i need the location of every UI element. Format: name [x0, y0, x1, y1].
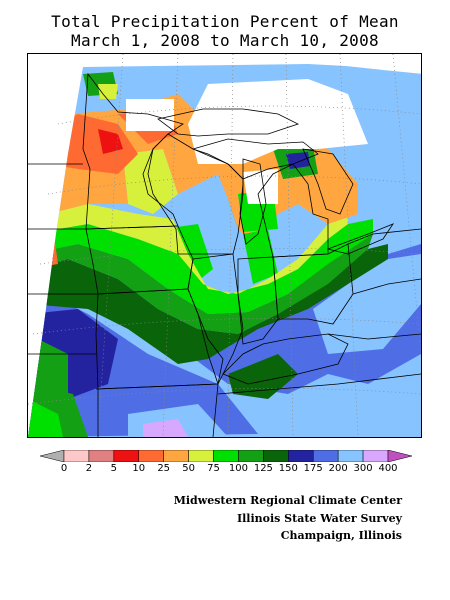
state-boundaries [28, 72, 421, 437]
no-data-area [243, 169, 278, 204]
legend-tick-label: 10 [132, 463, 146, 474]
legend-tick-label: 25 [157, 463, 171, 474]
legend-tick-label: 300 [353, 463, 373, 474]
legend-swatch [138, 450, 164, 462]
graticule [28, 54, 421, 437]
credit-line-2: Illinois State Water Survey [236, 512, 402, 525]
legend-swatch [238, 450, 264, 462]
legend-tick-label: 75 [207, 463, 220, 474]
legend-swatch [362, 450, 389, 462]
legend-swatch [288, 450, 314, 462]
legend-tick-label: 200 [328, 463, 348, 474]
legend-swatch [63, 450, 90, 462]
map-title: Total Precipitation Percent of Mean [51, 12, 399, 31]
map-canvas [28, 54, 421, 437]
legend-swatch [337, 450, 364, 462]
map-subtitle: March 1, 2008 to March 10, 2008 [71, 31, 379, 50]
no-data-area [188, 79, 368, 164]
legend-tick-label: 0 [60, 463, 68, 474]
legend-tick-label: 175 [303, 463, 323, 474]
legend-swatch [163, 450, 189, 462]
legend-colorbar [40, 450, 412, 462]
legend-swatch [88, 450, 115, 462]
credit-line-3: Champaign, Illinois [280, 529, 402, 542]
precipitation-map [27, 53, 422, 438]
legend-tick-label: 125 [253, 463, 273, 474]
legend-swatch [188, 450, 214, 462]
legend-tick-label: 400 [378, 463, 398, 474]
no-data-area [126, 99, 174, 131]
legend-swatch [387, 450, 412, 462]
legend-tick-label: 2 [85, 463, 93, 474]
legend-swatch [213, 450, 239, 462]
credit-line-1: Midwestern Regional Climate Center [173, 494, 402, 507]
legend-swatch [113, 450, 140, 462]
legend-swatch [263, 450, 289, 462]
legend-swatch [312, 450, 339, 462]
legend-swatch [40, 450, 65, 462]
legend-tick-label: 100 [228, 463, 248, 474]
legend-tick-label: 5 [110, 463, 118, 474]
legend-tick-label: 50 [182, 463, 195, 474]
legend-tick-label: 150 [278, 463, 298, 474]
